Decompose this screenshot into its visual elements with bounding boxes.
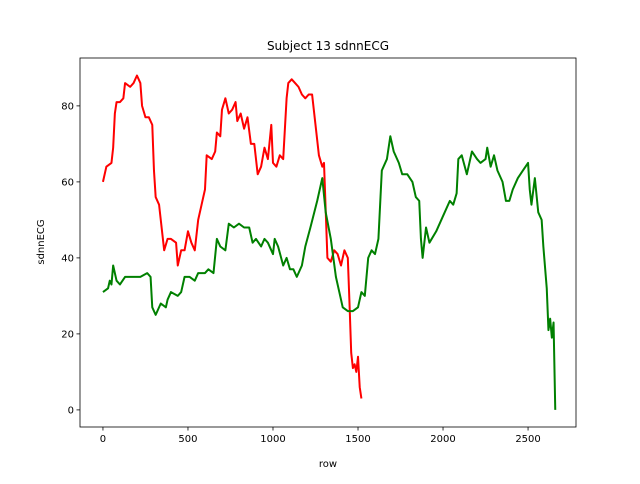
plot-area: [101, 74, 557, 410]
y-tick-label: 40: [61, 253, 74, 264]
y-tick-label: 20: [61, 329, 74, 340]
x-tick-label: 0: [100, 434, 106, 445]
data-line: [101, 74, 363, 399]
x-tick-label: 500: [178, 434, 197, 445]
axes-frame: [79, 57, 577, 428]
chart-title: Subject 13 sdnnECG: [267, 39, 389, 53]
x-axis-label: row: [319, 459, 337, 470]
x-tick-label: 2500: [515, 434, 540, 445]
y-tick-label: 0: [68, 405, 74, 416]
x-tick-label: 1000: [260, 434, 285, 445]
y-tick-label: 80: [61, 101, 74, 112]
x-tick-label: 1500: [345, 434, 370, 445]
data-line: [102, 135, 557, 410]
y-tick-label: 60: [61, 177, 74, 188]
x-tick-label: 2000: [430, 434, 455, 445]
y-axis-label: sdnnECG: [36, 219, 47, 264]
